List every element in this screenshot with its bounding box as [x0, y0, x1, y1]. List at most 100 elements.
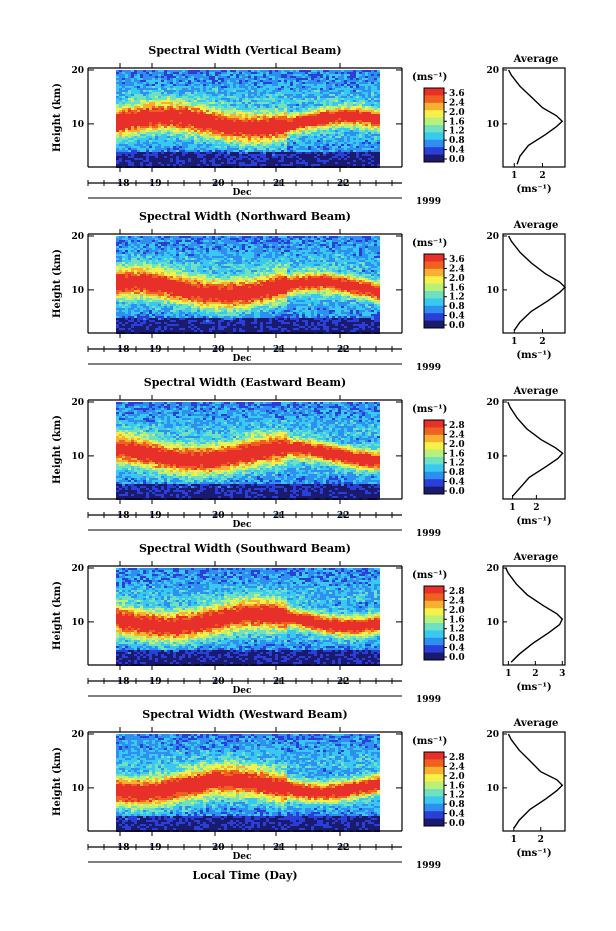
heatmap-cell [206, 100, 209, 102]
heatmap-cell [242, 164, 245, 166]
heatmap-cell [236, 94, 239, 96]
heatmap-cell [119, 320, 122, 322]
heatmap-cell [296, 156, 299, 158]
heatmap-cell [290, 76, 293, 78]
heatmap-cell [128, 328, 131, 330]
heatmap-cell [338, 100, 341, 102]
heatmap-cell [212, 124, 215, 126]
heatmap-cell [347, 98, 350, 100]
heatmap-cell [323, 132, 326, 134]
heatmap-cell [179, 116, 182, 118]
heatmap-cell [149, 236, 152, 238]
heatmap-cell [131, 240, 134, 242]
heatmap-cell [335, 86, 338, 88]
heatmap-cell [245, 124, 248, 126]
heatmap-cell [176, 102, 179, 104]
heatmap-cell [257, 110, 260, 112]
heatmap-cell [350, 96, 353, 98]
heatmap-cell [341, 98, 344, 100]
heatmap-cell [248, 140, 251, 142]
heatmap-cell [125, 312, 128, 314]
heatmap-cell [347, 160, 350, 162]
heatmap-cell [368, 92, 371, 94]
heatmap-cell [134, 116, 137, 118]
heatmap-cell [287, 102, 290, 104]
heatmap-cell [302, 102, 305, 104]
heatmap-cell [278, 154, 281, 156]
heatmap-cell [227, 126, 230, 128]
heatmap-cell [293, 110, 296, 112]
heatmap-cell [185, 110, 188, 112]
heatmap-cell [248, 154, 251, 156]
heatmap-cell [251, 72, 254, 74]
heatmap-cell [248, 84, 251, 86]
heatmap-cell [311, 134, 314, 136]
heatmap-cell [272, 86, 275, 88]
heatmap-cell [305, 102, 308, 104]
heatmap-cell [245, 76, 248, 78]
heatmap-cell [119, 116, 122, 118]
heatmap-cell [356, 74, 359, 76]
heatmap-cell [245, 84, 248, 86]
heatmap-cell [203, 162, 206, 164]
heatmap-cell [119, 84, 122, 86]
heatmap-cell [122, 284, 125, 286]
heatmap-cell [236, 88, 239, 90]
heatmap-cell [143, 298, 146, 300]
heatmap-cell [146, 130, 149, 132]
heatmap-cell [119, 82, 122, 84]
heatmap-cell [338, 76, 341, 78]
heatmap-cell [140, 252, 143, 254]
heatmap-cell [251, 120, 254, 122]
heatmap-cell [278, 108, 281, 110]
heatmap-cell [272, 122, 275, 124]
heatmap-cell [131, 288, 134, 290]
heatmap-cell [278, 120, 281, 122]
heatmap-cell [152, 74, 155, 76]
heatmap-cell [239, 132, 242, 134]
heatmap-cell [158, 86, 161, 88]
heatmap-cell [203, 146, 206, 148]
heatmap-cell [146, 292, 149, 294]
heatmap-cell [143, 320, 146, 322]
heatmap-cell [131, 304, 134, 306]
heatmap-cell [311, 162, 314, 164]
heatmap-cell [176, 126, 179, 128]
heatmap-cell [245, 72, 248, 74]
heatmap-cell [239, 96, 242, 98]
heatmap-cell [317, 80, 320, 82]
heatmap-cell [137, 252, 140, 254]
heatmap-cell [275, 126, 278, 128]
heatmap-cell [152, 152, 155, 154]
heatmap-cell [173, 160, 176, 162]
heatmap-cell [317, 160, 320, 162]
heatmap-cell [164, 74, 167, 76]
heatmap-cell [143, 238, 146, 240]
heatmap-cell [140, 104, 143, 106]
heatmap-cell [221, 88, 224, 90]
heatmap-cell [338, 72, 341, 74]
heatmap-cell [335, 146, 338, 148]
heatmap-cell [272, 132, 275, 134]
heatmap-cell [284, 112, 287, 114]
heatmap-cell [149, 88, 152, 90]
heatmap-cell [119, 280, 122, 282]
heatmap-cell [206, 120, 209, 122]
heatmap-cell [143, 294, 146, 296]
heatmap-cell [200, 98, 203, 100]
heatmap-cell [314, 136, 317, 138]
heatmap-cell [119, 130, 122, 132]
heatmap-cell [119, 236, 122, 238]
heatmap-cell [209, 72, 212, 74]
heatmap-cell [362, 158, 365, 160]
heatmap-cell [215, 76, 218, 78]
heatmap-cell [134, 304, 137, 306]
heatmap-cell [227, 74, 230, 76]
heatmap-cell [257, 120, 260, 122]
heatmap-cell [212, 120, 215, 122]
heatmap-cell [146, 80, 149, 82]
heatmap-cell [299, 76, 302, 78]
heatmap-cell [311, 78, 314, 80]
heatmap-cell [227, 120, 230, 122]
heatmap-cell [161, 122, 164, 124]
